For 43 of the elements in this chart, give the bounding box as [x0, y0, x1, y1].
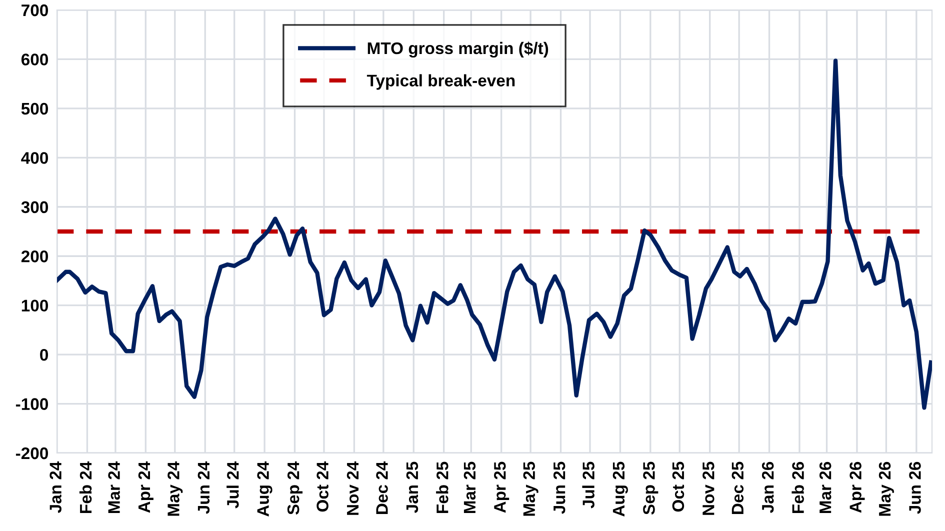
x-tick-label: Feb 25 [436, 462, 448, 514]
x-tick-label: Jan 24 [50, 461, 62, 513]
x-tick-label: Nov 25 [702, 462, 714, 515]
y-tick-label: 0 [40, 348, 48, 361]
x-tick-label: Jul 25 [582, 462, 594, 508]
x-tick-label: Oct 24 [316, 461, 328, 512]
x-tick-label: Feb 24 [79, 461, 92, 514]
x-tick-label: Aug 25 [612, 462, 628, 516]
y-tick-label: 500 [21, 102, 48, 115]
x-tick-label: Oct 25 [672, 462, 684, 512]
x-tick-label: Feb 26 [792, 462, 804, 514]
x-tick-label: Apr 26 [850, 462, 865, 513]
y-tick-label: 200 [21, 250, 48, 262]
y-tick-label: 300 [21, 201, 48, 214]
x-tick-label: Jul 24 [226, 461, 239, 508]
y-tick-label: 600 [21, 54, 48, 66]
y-tick-label: 700 [22, 4, 48, 16]
x-tick-label: Sep 24 [287, 461, 303, 515]
line-series [57, 58, 932, 410]
x-tick-label: Sep 25 [643, 462, 658, 515]
x-tick-label: Mar 25 [464, 462, 476, 514]
legend-label: Typical break-even [366, 74, 515, 90]
y-tick-label: -100 [16, 398, 48, 410]
x-tick-label: Dec 24 [376, 461, 388, 514]
x-tick-label: Dec 25 [732, 462, 744, 514]
x-tick-label: Jun 26 [909, 462, 921, 514]
y-tick-label: 400 [21, 152, 48, 164]
x-tick-label: Apr 24 [138, 461, 154, 513]
x-tick-label: Jun 24 [198, 461, 210, 514]
x-tick-label: May 24 [168, 461, 183, 516]
x-tick-label: Aug 24 [257, 461, 272, 516]
x-tick-label: Jun 25 [553, 462, 566, 514]
x-tick-label: Nov 24 [346, 461, 359, 515]
x-tick-label: Apr 25 [494, 462, 510, 513]
legend-label: MTO gross margin ($/t) [368, 42, 548, 58]
x-tick-label: Mar 24 [108, 461, 120, 514]
x-tick-label: May 25 [523, 462, 538, 516]
y-tick-label: 100 [22, 300, 48, 312]
x-tick-label: Jan 25 [406, 462, 418, 513]
x-tick-label: Mar 26 [819, 462, 832, 514]
y-tick-label: -200 [16, 447, 48, 460]
x-tick-label: May 26 [878, 462, 894, 516]
x-tick-label: Jan 26 [762, 462, 774, 513]
